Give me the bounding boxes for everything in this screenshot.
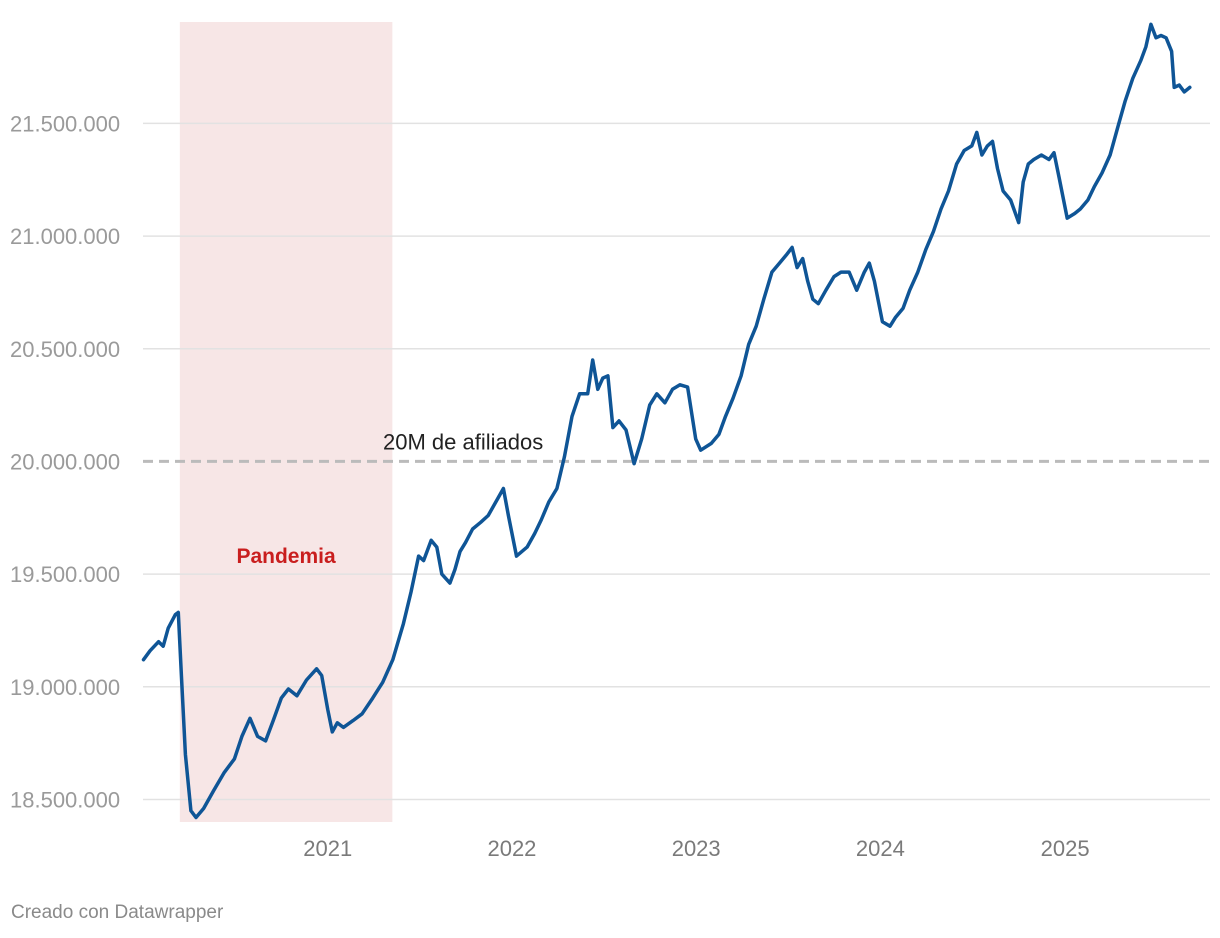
x-tick-label: 2025: [1041, 836, 1090, 861]
y-tick-label: 19.000.000: [10, 675, 120, 700]
y-tick-label: 21.000.000: [10, 224, 120, 249]
x-tick-label: 2021: [303, 836, 352, 861]
reference-line-label: 20M de afiliados: [383, 429, 543, 454]
y-tick-label: 20.000.000: [10, 449, 120, 474]
y-tick-label: 20.500.000: [10, 337, 120, 362]
x-tick-label: 2023: [672, 836, 721, 861]
y-tick-label: 18.500.000: [10, 787, 120, 812]
y-tick-label: 19.500.000: [10, 562, 120, 587]
y-tick-label: 21.500.000: [10, 111, 120, 136]
footer-credit: Creado con Datawrapper: [11, 902, 224, 923]
x-tick-label: 2024: [856, 836, 905, 861]
pandemic-band-label: Pandemia: [236, 545, 336, 568]
x-tick-label: 2022: [487, 836, 536, 861]
affiliates-series-line: [141, 22, 1192, 820]
pandemic-shaded-band: [179, 22, 393, 822]
